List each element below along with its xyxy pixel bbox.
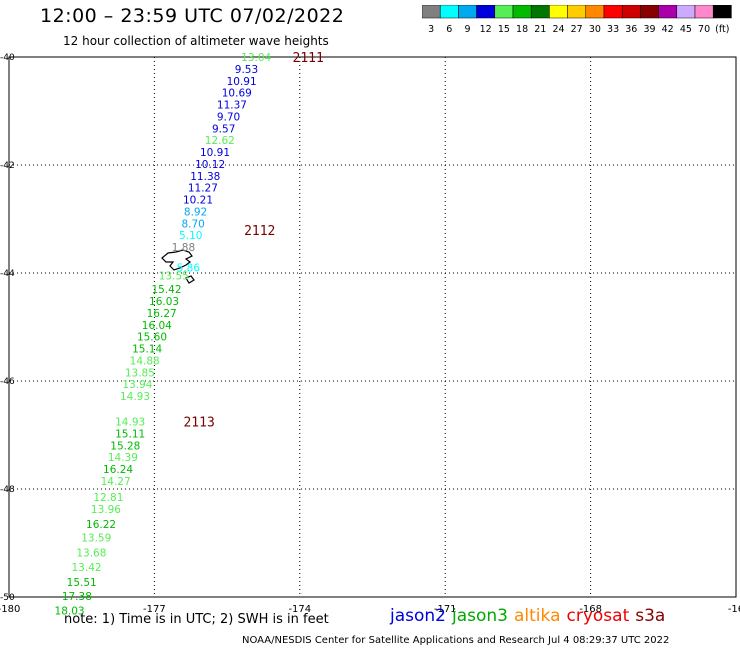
longitude-label: -174: [288, 604, 311, 615]
wave-height-value: 16.27: [147, 308, 177, 320]
wave-height-value: 1.88: [172, 242, 195, 254]
satellite-legend-item: cryosat: [566, 606, 630, 626]
longitude-label: -180: [0, 604, 20, 615]
wave-height-value: 13.94: [122, 379, 152, 391]
latitude-label: -44: [0, 269, 15, 279]
scale-label: 15: [498, 24, 510, 35]
page-subtitle: 12 hour collection of altimeter wave hei…: [63, 34, 329, 48]
scale-label: (ft): [715, 24, 729, 35]
scale-label: 6: [446, 24, 452, 35]
latitude-label: -40: [0, 53, 15, 63]
satellite-legend-item: altika: [514, 606, 561, 626]
wave-height-value: 14.39: [108, 452, 138, 464]
wave-height-value: 14.88: [130, 355, 160, 367]
longitude-label: -16: [728, 604, 740, 615]
wave-height-value: 16.04: [142, 320, 172, 332]
wave-height-value: 15.60: [137, 332, 167, 344]
wave-height-value: 18.03: [55, 606, 85, 618]
scale-label: 36: [625, 24, 637, 35]
wave-height-value: 10.69: [222, 88, 252, 100]
wave-height-value: 14.93: [120, 391, 150, 403]
map-frame: [8, 56, 737, 598]
scale-label: 39: [643, 24, 655, 35]
wave-height-value: 9.53: [235, 64, 258, 76]
wave-height-value: 15.14: [132, 344, 162, 356]
scale-label: 70: [698, 24, 710, 35]
satellite-legend: jason2 jason3 altika cryosat s3a: [390, 606, 671, 626]
wave-height-color-scale: 3 6 9 12 15 18 21 24 27 30 33 36 39 42 45 70 (ft): [422, 5, 732, 35]
scale-label: 9: [464, 24, 470, 35]
wave-height-value: 10.21: [183, 195, 213, 207]
scale-label: 30: [589, 24, 601, 35]
latitude-label: -46: [0, 377, 15, 387]
scale-label: 27: [571, 24, 583, 35]
scale-label: 45: [680, 24, 692, 35]
satellite-legend-item: jason3: [452, 606, 508, 626]
scale-label: 3: [428, 24, 434, 35]
units-note: note: 1) Time is in UTC; 2) SWH is in fe…: [64, 612, 329, 627]
longitude-label: -177: [143, 604, 166, 615]
wave-height-value: 15.51: [67, 577, 97, 589]
wave-height-value: 16.24: [103, 464, 133, 476]
wave-height-value: 13.85: [125, 367, 155, 379]
scale-label: 12: [480, 24, 492, 35]
wave-height-value: 11.37: [217, 100, 247, 112]
wave-height-value: 10.12: [195, 159, 225, 171]
time-label: 2111: [293, 51, 324, 66]
wave-height-value: 15.28: [110, 440, 140, 452]
wave-height-value: 5.86: [177, 263, 201, 275]
scale-label: 21: [534, 24, 546, 35]
wave-height-value: 13.55: [159, 271, 189, 283]
wave-height-value: 17.38: [62, 591, 92, 603]
latitude-label: -42: [0, 161, 15, 171]
wave-height-value: 16.22: [86, 519, 116, 531]
wave-height-value: 16.03: [149, 296, 179, 308]
wave-height-value: 14.93: [115, 417, 145, 429]
scale-label: 24: [552, 24, 564, 35]
wave-height-value: 13.96: [91, 504, 121, 516]
longitude-label: -171: [434, 604, 457, 615]
credit-line: NOAA/NESDIS Center for Satellite Applica…: [242, 635, 670, 646]
wave-height-value: 8.70: [181, 218, 204, 230]
wave-height-value: 9.70: [217, 111, 240, 123]
wave-height-value: 13.68: [76, 548, 106, 560]
islet-outline: [185, 275, 195, 284]
wave-height-value: 15.42: [151, 284, 181, 296]
latitude-label: -48: [0, 485, 15, 495]
satellite-legend-item: s3a: [635, 606, 666, 626]
page-title: 12:00 – 23:59 UTC 07/02/2022: [40, 5, 345, 27]
wave-height-value: 13.04: [241, 52, 271, 64]
wave-height-value: 12.81: [93, 492, 123, 504]
wave-height-value: 14.27: [101, 476, 131, 488]
latitude-label: -50: [0, 593, 15, 603]
longitude-label: -168: [579, 604, 602, 615]
scale-label: 42: [662, 24, 674, 35]
wave-height-value: 12.62: [205, 135, 235, 147]
island-outline: [161, 249, 193, 271]
wave-height-value: 8.92: [184, 206, 207, 218]
wave-height-value: 13.42: [72, 562, 102, 574]
scale-label: 18: [516, 24, 528, 35]
time-label: 2113: [183, 416, 214, 431]
wave-height-value: 10.91: [200, 147, 230, 159]
wave-height-value: 9.57: [212, 123, 235, 135]
wave-height-value: 10.91: [227, 76, 257, 88]
wave-height-value: 5.10: [179, 230, 202, 242]
satellite-legend-item: jason2: [390, 606, 446, 626]
scale-swatch: [712, 5, 732, 19]
wave-height-value: 13.59: [81, 533, 111, 545]
time-label: 2112: [244, 224, 275, 239]
wave-height-value: 15.11: [115, 428, 145, 440]
wave-height-value: 11.38: [190, 171, 220, 183]
scale-label: 33: [607, 24, 619, 35]
wave-height-value: 11.27: [188, 183, 218, 195]
